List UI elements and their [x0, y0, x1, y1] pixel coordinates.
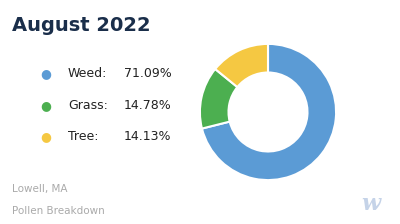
Text: Grass:: Grass:	[68, 99, 108, 112]
Wedge shape	[200, 69, 237, 129]
Wedge shape	[202, 44, 336, 180]
Text: Tree:: Tree:	[68, 130, 98, 143]
Wedge shape	[215, 44, 268, 87]
Text: ●: ●	[40, 99, 51, 112]
Text: ●: ●	[40, 67, 51, 80]
Text: 14.78%: 14.78%	[124, 99, 172, 112]
Text: 14.13%: 14.13%	[124, 130, 172, 143]
Text: Weed:: Weed:	[68, 67, 107, 80]
Text: August 2022: August 2022	[12, 16, 151, 35]
Text: w: w	[361, 193, 380, 215]
Text: 71.09%: 71.09%	[124, 67, 172, 80]
Text: Pollen Breakdown: Pollen Breakdown	[12, 206, 105, 216]
Text: ●: ●	[40, 130, 51, 143]
Text: Lowell, MA: Lowell, MA	[12, 184, 68, 194]
